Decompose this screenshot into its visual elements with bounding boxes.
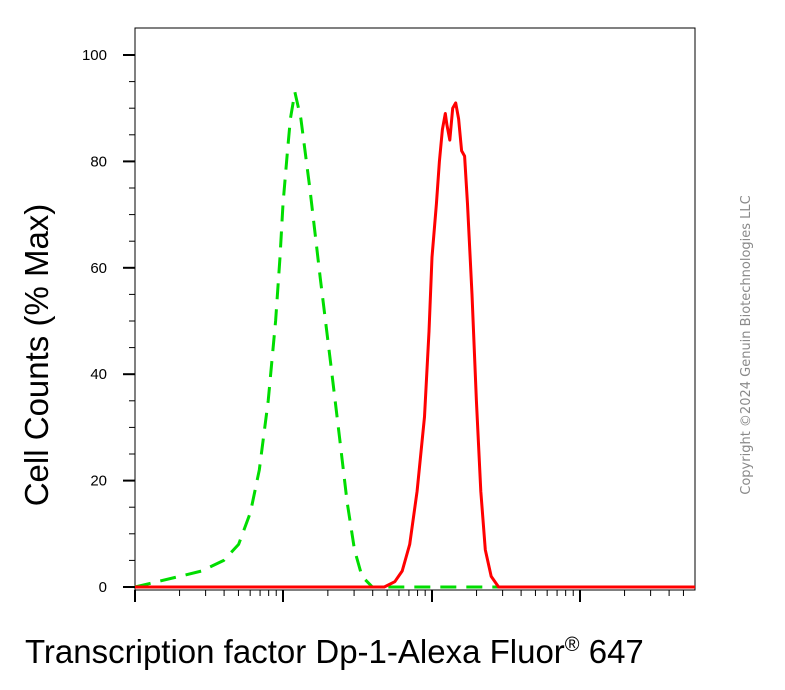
y-tick-label: 40 [90,366,107,383]
series-line-2 [135,101,695,589]
x-axis-title-registered-mark: ® [565,634,580,656]
x-axis-title-suffix: 647 [580,633,644,670]
y-tick-label: 80 [90,153,107,170]
series-line-1 [134,90,695,589]
x-axis-title-main: Transcription factor Dp-1-Alexa Fluor [25,633,565,670]
series-layer [134,90,695,589]
y-tick-label: 20 [90,473,107,490]
y-tick-label: 100 [82,47,107,64]
y-tick-label: 60 [90,260,107,277]
plot-frame [134,27,696,591]
x-axis-title: Transcription factor Dp-1-Alexa Fluor® 6… [25,633,644,670]
copyright-watermark: Copyright ©2024 Genuin Biotechnologies L… [739,195,754,494]
x-axis [134,590,684,602]
y-axis: 0 20 40 60 80 100 [82,47,135,596]
y-axis-title: Cell Counts (% Max) [18,204,55,507]
y-tick-label: 0 [99,579,107,596]
